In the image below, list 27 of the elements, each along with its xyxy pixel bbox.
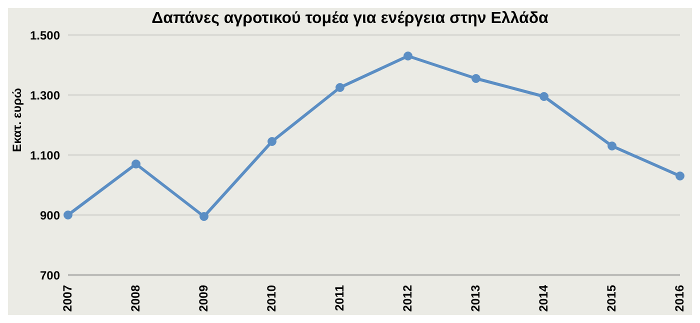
x-tick-label: 2011 [332,284,347,312]
y-tick-label: 1.300 [30,88,60,102]
point [676,172,684,180]
x-tick-label: 2015 [604,284,619,312]
x-tick-label: 2016 [672,284,687,312]
x-tick-label: 2009 [196,284,211,312]
y-axis-title: Εκατ. ευρώ [10,88,24,152]
y-tick-label: 1.100 [30,148,60,162]
point [404,52,412,60]
point [608,142,616,150]
y-tick-label: 1.500 [30,28,60,42]
x-tick-label: 2012 [400,284,415,312]
chart-title: Δαπάνες αγροτικού τομέα για ενέργεια στην Ελλάδα [150,10,550,28]
x-tick-label: 2007 [60,284,75,312]
point [132,160,140,168]
y-tick-label: 900 [40,208,60,222]
point [64,210,72,220]
point [200,212,208,221]
y-tick-label: 700 [40,268,60,282]
x-tick-label: 2010 [264,284,279,312]
point [540,92,548,101]
x-tick-label: 2014 [536,284,551,312]
point [268,137,276,146]
point [336,83,344,92]
x-tick-label: 2008 [128,284,143,312]
x-tick-label: 2013 [468,284,483,312]
point [472,74,480,83]
